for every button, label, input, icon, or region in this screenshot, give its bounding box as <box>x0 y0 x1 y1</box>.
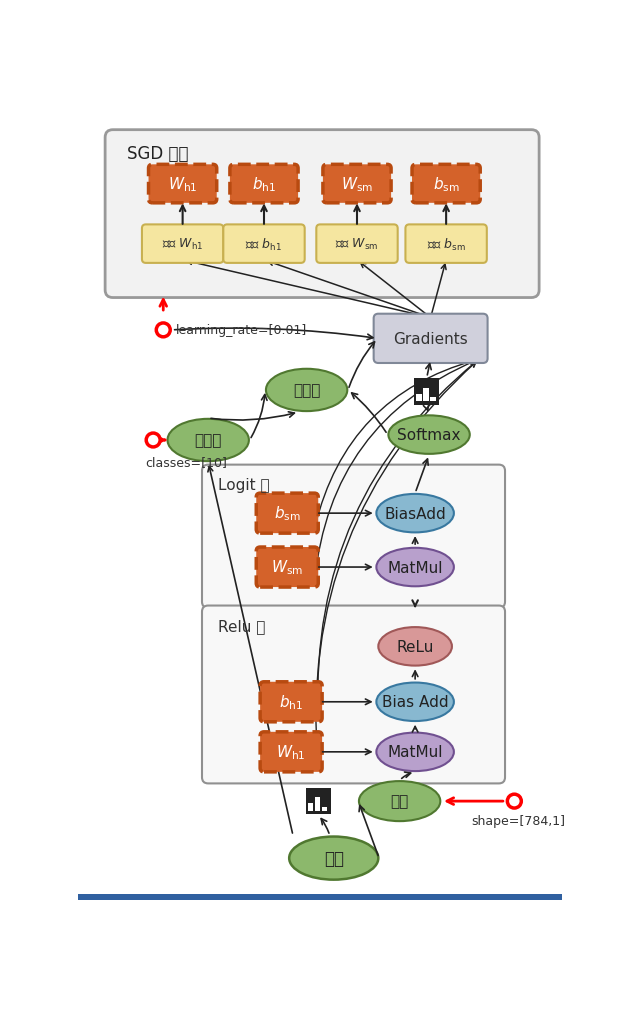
Bar <box>416 394 422 402</box>
Text: $W_{\mathrm{sm}}$: $W_{\mathrm{sm}}$ <box>271 558 303 577</box>
Text: Bias Add: Bias Add <box>382 695 449 710</box>
Ellipse shape <box>167 420 249 462</box>
Text: $b_{\mathrm{sm}}$: $b_{\mathrm{sm}}$ <box>274 504 301 523</box>
Circle shape <box>146 434 160 448</box>
Bar <box>423 388 429 402</box>
Text: $W_{\mathrm{h1}}$: $W_{\mathrm{h1}}$ <box>168 175 197 194</box>
FancyBboxPatch shape <box>414 379 439 405</box>
Text: $b_{\mathrm{sm}}$: $b_{\mathrm{sm}}$ <box>433 175 459 194</box>
Text: shape=[784,1]: shape=[784,1] <box>471 814 565 827</box>
Ellipse shape <box>266 369 348 411</box>
FancyBboxPatch shape <box>202 606 505 784</box>
FancyBboxPatch shape <box>323 165 391 203</box>
Text: MatMul: MatMul <box>388 560 443 575</box>
Text: classes=[10]: classes=[10] <box>145 456 227 468</box>
FancyBboxPatch shape <box>406 225 487 264</box>
FancyBboxPatch shape <box>260 682 322 722</box>
Text: Logit 层: Logit 层 <box>218 477 269 492</box>
FancyBboxPatch shape <box>230 165 298 203</box>
Text: ReLu: ReLu <box>396 639 434 654</box>
Text: 交叉熵: 交叉熵 <box>293 383 320 398</box>
Bar <box>322 807 327 811</box>
FancyBboxPatch shape <box>223 225 305 264</box>
Text: 输入: 输入 <box>324 849 344 867</box>
Ellipse shape <box>378 628 452 666</box>
Text: $W_{\mathrm{h1}}$: $W_{\mathrm{h1}}$ <box>276 743 306 761</box>
Text: BiasAdd: BiasAdd <box>384 507 446 521</box>
Circle shape <box>156 324 170 338</box>
Ellipse shape <box>376 548 454 586</box>
FancyBboxPatch shape <box>374 314 487 364</box>
Text: learning_rate=[0.01]: learning_rate=[0.01] <box>175 325 307 337</box>
FancyBboxPatch shape <box>316 225 397 264</box>
FancyBboxPatch shape <box>202 465 505 609</box>
Text: 更新 $W_\mathrm{sm}$: 更新 $W_\mathrm{sm}$ <box>335 237 379 252</box>
Text: 类标记: 类标记 <box>195 433 222 448</box>
Ellipse shape <box>359 782 441 821</box>
Circle shape <box>507 795 521 808</box>
Text: Softmax: Softmax <box>397 428 461 443</box>
Ellipse shape <box>376 682 454 721</box>
Bar <box>314 798 320 811</box>
Text: $W_{\mathrm{sm}}$: $W_{\mathrm{sm}}$ <box>341 175 373 194</box>
Ellipse shape <box>376 494 454 533</box>
Text: 塑形: 塑形 <box>391 794 409 809</box>
Text: SGD 训练: SGD 训练 <box>127 145 188 163</box>
Text: 更新 $b_\mathrm{h1}$: 更新 $b_\mathrm{h1}$ <box>245 237 283 253</box>
Bar <box>430 397 436 402</box>
FancyBboxPatch shape <box>306 789 331 815</box>
Text: 更新 $W_\mathrm{h1}$: 更新 $W_\mathrm{h1}$ <box>162 237 203 252</box>
FancyBboxPatch shape <box>412 165 480 203</box>
Text: Gradients: Gradients <box>393 332 468 347</box>
Text: MatMul: MatMul <box>388 745 443 759</box>
Ellipse shape <box>376 733 454 771</box>
FancyBboxPatch shape <box>142 225 223 264</box>
Ellipse shape <box>388 416 470 454</box>
Ellipse shape <box>289 837 378 880</box>
Text: $b_{\mathrm{h1}}$: $b_{\mathrm{h1}}$ <box>252 175 276 194</box>
FancyBboxPatch shape <box>256 493 318 534</box>
Text: 更新 $b_\mathrm{sm}$: 更新 $b_\mathrm{sm}$ <box>427 237 466 253</box>
FancyBboxPatch shape <box>105 130 539 298</box>
FancyBboxPatch shape <box>149 165 217 203</box>
FancyBboxPatch shape <box>260 732 322 772</box>
FancyBboxPatch shape <box>256 548 318 587</box>
Text: Relu 层: Relu 层 <box>218 619 265 634</box>
Bar <box>308 804 313 811</box>
Text: $b_{\mathrm{h1}}$: $b_{\mathrm{h1}}$ <box>279 693 303 712</box>
Bar <box>78 894 562 900</box>
